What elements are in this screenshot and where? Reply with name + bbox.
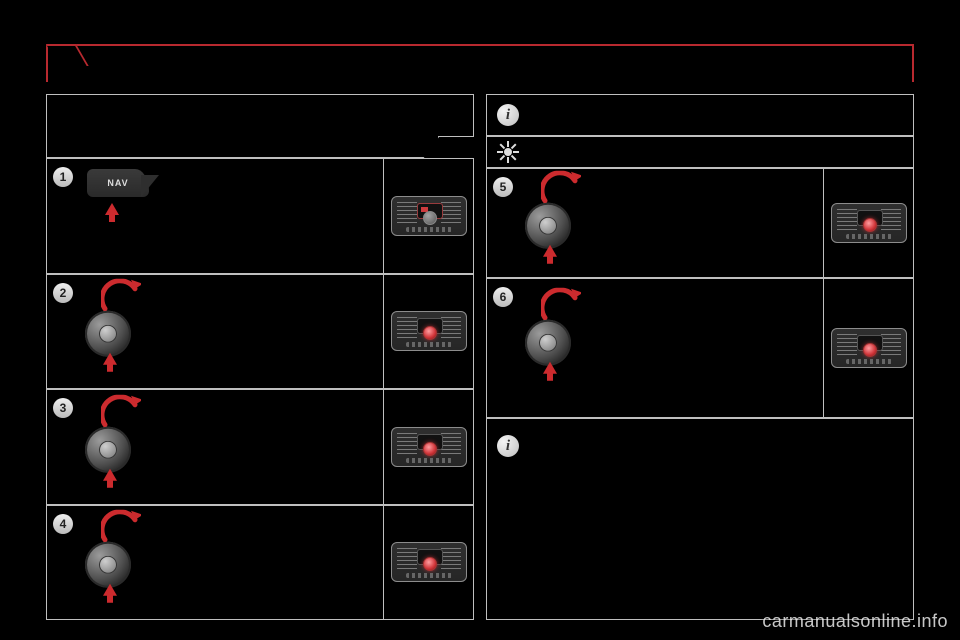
- radio-panel-illustration: [823, 169, 913, 277]
- radio-icon: [391, 196, 467, 236]
- press-arrow-icon: [103, 353, 117, 365]
- step-body: [47, 275, 383, 389]
- right-column: i 5: [486, 94, 914, 620]
- rotary-knob[interactable]: [85, 311, 131, 357]
- step-body: NAV: [47, 159, 383, 273]
- info-icon: i: [497, 104, 519, 126]
- press-arrow-icon: [543, 245, 557, 257]
- step-6: 6: [486, 278, 914, 418]
- watermark: carmanualsonline.info: [762, 611, 948, 632]
- nav-button[interactable]: NAV: [87, 169, 149, 209]
- radio-icon: [391, 427, 467, 467]
- step-1: 1 NAV: [46, 158, 474, 274]
- radio-icon: [391, 542, 467, 582]
- press-arrow-icon: [103, 469, 117, 481]
- rotary-knob[interactable]: [85, 542, 131, 588]
- radio-icon: [831, 203, 907, 243]
- press-arrow-icon: [103, 584, 117, 596]
- radio-panel-illustration: [823, 279, 913, 417]
- brightness-icon: [497, 141, 519, 163]
- step-5: 5: [486, 168, 914, 278]
- info-row-2: i: [486, 418, 914, 620]
- radio-panel-illustration: [383, 159, 473, 273]
- left-header-box: [46, 94, 474, 158]
- step-2: 2: [46, 274, 474, 390]
- nav-button-label: NAV: [87, 169, 149, 197]
- rotary-knob[interactable]: [85, 427, 131, 473]
- radio-icon: [391, 311, 467, 351]
- press-arrow-icon: [105, 203, 119, 215]
- title-bar-notch: [46, 44, 89, 66]
- step-4: 4: [46, 505, 474, 621]
- step-3: 3: [46, 389, 474, 505]
- radio-panel-illustration: [383, 506, 473, 620]
- left-column: 1 NAV 2: [46, 94, 474, 620]
- step-body: [47, 506, 383, 620]
- left-header-tab: [438, 136, 474, 158]
- info-row-1: i: [486, 94, 914, 136]
- brightness-row: [486, 136, 914, 168]
- radio-panel-illustration: [383, 275, 473, 389]
- content-columns: 1 NAV 2: [46, 94, 914, 620]
- step-body: [47, 390, 383, 504]
- rotary-knob[interactable]: [525, 203, 571, 249]
- radio-panel-illustration: [383, 390, 473, 504]
- radio-icon: [831, 328, 907, 368]
- step-body: [487, 169, 823, 277]
- info-icon: i: [497, 435, 519, 457]
- title-bar: [46, 44, 914, 82]
- step-body: [487, 279, 823, 417]
- rotary-knob[interactable]: [525, 319, 571, 365]
- press-arrow-icon: [543, 361, 557, 373]
